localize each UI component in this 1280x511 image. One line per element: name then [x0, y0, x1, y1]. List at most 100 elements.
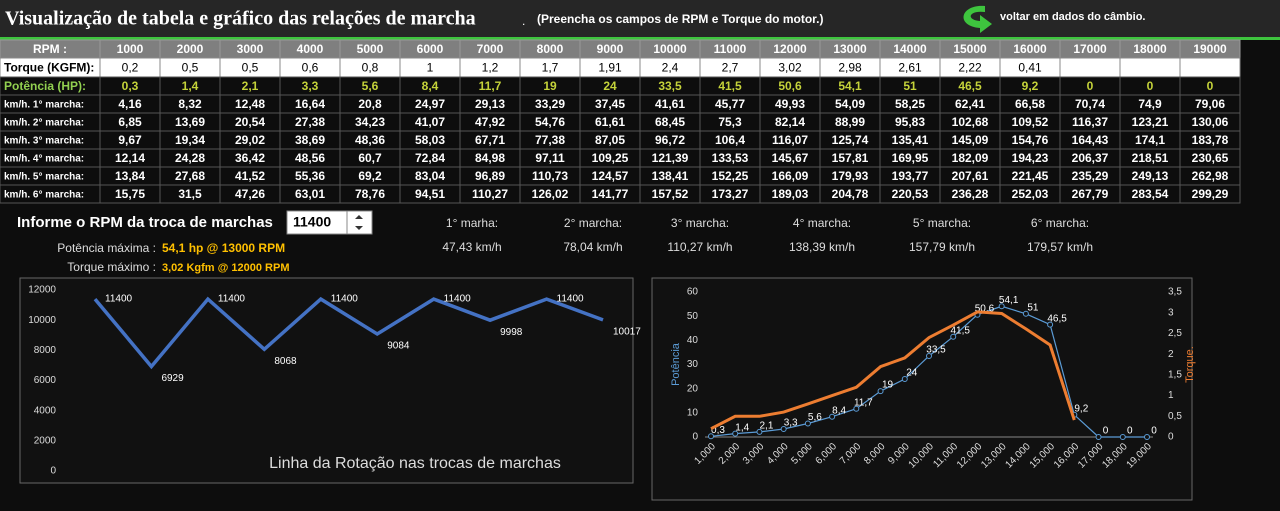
data-point: [708, 433, 714, 440]
cell-value[interactable]: 1: [427, 61, 434, 75]
data-point: [804, 420, 811, 427]
cell-value: 152,25: [712, 169, 749, 183]
cell-value[interactable]: 2,61: [898, 61, 922, 75]
cell-value: 2000: [177, 42, 204, 56]
cell-value: 84,98: [475, 151, 505, 165]
cell-value: 47,26: [235, 187, 265, 201]
cell-value[interactable]: 2,22: [958, 61, 982, 75]
cell-value[interactable]: 0,8: [362, 61, 379, 75]
data-label: 46,5: [1047, 313, 1067, 324]
cell-value: 49,93: [775, 97, 805, 111]
cell-value: 54,09: [835, 97, 865, 111]
cell-value: 236,28: [952, 187, 989, 201]
chart-frame: [651, 277, 1193, 501]
cell-value: 124,57: [592, 169, 629, 183]
row-label: RPM :: [33, 42, 67, 56]
data-label: 11400: [218, 294, 246, 305]
cell[interactable]: [1059, 57, 1121, 78]
data-label: 9,2: [1074, 403, 1088, 414]
row-label: km/h. 3° marcha:: [4, 136, 84, 147]
cell-value[interactable]: 0,5: [182, 61, 199, 75]
cell-value: 235,29: [1072, 169, 1109, 183]
rpm-chart: 0 2000 4000 6000 8000 10000 12000 11400 6929 1140…: [19, 277, 641, 484]
cell-value: 54,1: [838, 79, 862, 93]
cell-value: 4,16: [118, 97, 142, 111]
shift-panel: Informe o RPM da troca de marchas 11400 1°…: [17, 210, 1093, 274]
header-bar: [0, 0, 1280, 38]
data-label: 11,7: [854, 397, 873, 408]
gear-speed: 179,57 km/h: [1027, 240, 1093, 254]
max-power-label: Potência máxima :: [57, 241, 156, 255]
cell-value: 70,74: [1075, 97, 1105, 111]
back-arrow[interactable]: [963, 5, 992, 33]
data-label: 8068: [274, 356, 297, 367]
y-tick-label: 60: [687, 287, 699, 298]
cell-value: 38,69: [295, 133, 325, 147]
data-label: 11400: [105, 294, 133, 305]
cell-value: 19,34: [175, 133, 205, 147]
cell[interactable]: [1119, 57, 1181, 78]
rpm-spinner[interactable]: [346, 210, 373, 235]
cell-value: 96,89: [475, 169, 505, 183]
cell-value: 33,5: [658, 79, 682, 93]
cell-value[interactable]: 0,5: [242, 61, 259, 75]
data-label: 9998: [500, 327, 523, 338]
cell-value: 41,07: [415, 115, 445, 129]
cell-value[interactable]: 2,98: [838, 61, 862, 75]
cell[interactable]: [1179, 57, 1241, 78]
cell-value: 55,36: [295, 169, 325, 183]
y-tick-label: 10000: [28, 315, 56, 326]
back-link[interactable]: voltar em dados do câmbio.: [1000, 11, 1145, 23]
cell-value[interactable]: 1,2: [482, 61, 499, 75]
cell-value[interactable]: 1,7: [542, 61, 559, 75]
cell-value: 9000: [597, 42, 624, 56]
data-point: [1095, 434, 1102, 440]
data-point: [829, 413, 836, 420]
y2-tick-label: 1: [1168, 390, 1174, 401]
cell-value: 5000: [357, 42, 384, 56]
cell-value: 116,07: [772, 133, 808, 147]
cell-value: 145,09: [952, 133, 989, 147]
cell-value: 204,78: [832, 187, 869, 201]
cell-value: 13,69: [175, 115, 205, 129]
cell-value: 19000: [1193, 42, 1227, 56]
cell-value: 102,68: [952, 115, 989, 129]
spin-down[interactable]: [355, 226, 363, 230]
data-line: [93, 296, 604, 370]
y-tick-label: 0: [50, 466, 56, 477]
cell-value[interactable]: 0,2: [122, 61, 139, 75]
chart-title: Linha da Rotação nas trocas de marchas: [269, 455, 561, 472]
cell-value: 249,13: [1132, 169, 1169, 183]
y-tick-label: 2000: [34, 435, 57, 446]
cell-value: 31,5: [178, 187, 202, 201]
cell-value: 207,61: [952, 169, 989, 183]
data-label: 33,5: [926, 345, 946, 356]
cell-value[interactable]: 2,4: [662, 61, 679, 75]
max-torque-value: 3,02 Kgfm @ 12000 RPM: [162, 262, 290, 274]
cell-value: 45,77: [715, 97, 745, 111]
cell-value: 283,54: [1132, 187, 1169, 201]
cell-value: 94,51: [415, 187, 445, 201]
cell-value: 75,3: [718, 115, 742, 129]
header-rule: [0, 37, 1280, 40]
cell-value: 0: [1087, 79, 1094, 93]
cell-value[interactable]: 3,02: [778, 61, 802, 75]
spin-up[interactable]: [355, 215, 363, 219]
cell-value: 2,1: [242, 79, 259, 93]
cell-value: 20,54: [235, 115, 265, 129]
gear-speed: 47,43 km/h: [442, 240, 501, 254]
cell-value: 34,23: [355, 115, 385, 129]
row-label: km/h. 1° marcha:: [4, 100, 84, 111]
data-label: 6929: [161, 373, 184, 384]
cell-value[interactable]: 1,91: [598, 61, 622, 75]
rpm-input-value[interactable]: 11400: [293, 214, 331, 230]
cell-value[interactable]: 0,6: [302, 61, 319, 75]
cell-value: 0,3: [122, 79, 139, 93]
cell-value[interactable]: 2,7: [722, 61, 739, 75]
cell-value: 58,03: [415, 133, 445, 147]
data-point: [732, 430, 739, 437]
cell-value: 164,43: [1072, 133, 1109, 147]
cell-value: 41,5: [718, 79, 742, 93]
cell-value[interactable]: 0,41: [1018, 61, 1042, 75]
